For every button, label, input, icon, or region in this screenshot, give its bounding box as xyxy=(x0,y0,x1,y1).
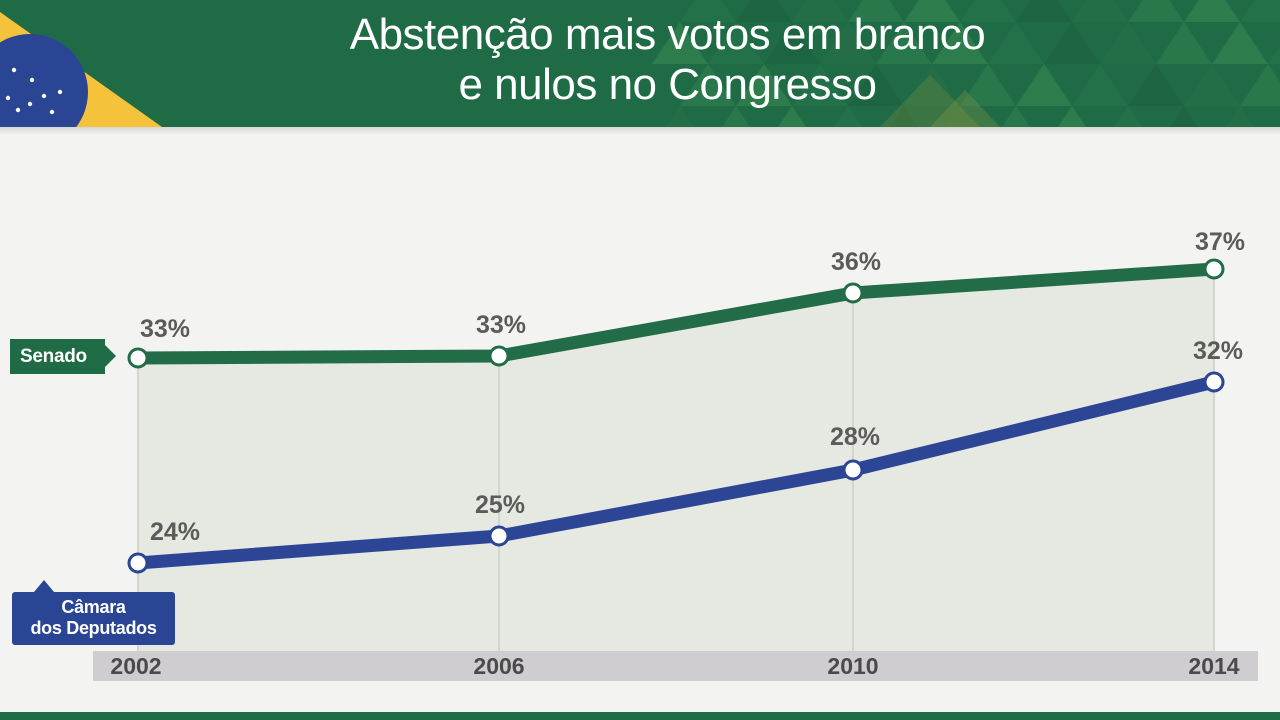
pattern-triangle xyxy=(820,22,876,64)
x-tick-label: 2010 xyxy=(827,653,878,679)
pattern-triangle xyxy=(1128,0,1184,22)
data-point-senado xyxy=(1203,258,1225,280)
pattern-triangle xyxy=(736,64,792,106)
pattern-triangle xyxy=(792,0,848,22)
pattern-triangle xyxy=(792,64,848,106)
pattern-triangle xyxy=(708,22,764,64)
pattern-triangle xyxy=(1240,64,1280,106)
series-line-senado xyxy=(131,262,1221,365)
pattern-triangle xyxy=(848,0,904,22)
pattern-triangle xyxy=(1016,0,1072,22)
data-label-camara: 24% xyxy=(150,518,200,546)
pattern-triangle xyxy=(1268,46,1280,64)
pattern-triangle xyxy=(666,106,694,127)
pattern-triangle xyxy=(1072,64,1128,106)
pattern-triangle xyxy=(736,0,792,22)
pattern-triangle xyxy=(880,75,980,127)
title-line-1: Abstenção mais votos em branco xyxy=(349,10,986,59)
pattern-triangle xyxy=(834,106,862,127)
pattern-triangle xyxy=(1016,64,1072,106)
pattern-triangle xyxy=(652,22,708,64)
flag-star xyxy=(57,89,63,95)
flag-globe xyxy=(0,34,88,127)
pattern-triangle xyxy=(960,64,1016,106)
series-label-senado: Senado xyxy=(10,339,116,374)
bottom-bar xyxy=(0,712,1280,720)
x-tick-label: 2014 xyxy=(1188,653,1239,679)
pattern-triangle xyxy=(1002,106,1030,127)
flag-star xyxy=(29,77,35,83)
flag-star xyxy=(41,93,47,99)
flag-star xyxy=(27,101,33,107)
data-point-camara xyxy=(1203,371,1225,393)
pattern-triangle xyxy=(946,106,974,127)
data-label-camara: 32% xyxy=(1193,337,1243,365)
data-label-senado: 37% xyxy=(1195,228,1245,256)
series-label-camara: Câmara dos Deputados xyxy=(12,580,175,645)
pattern-triangle xyxy=(1184,64,1240,106)
pattern-triangle xyxy=(930,90,1000,127)
pattern-triangle xyxy=(1114,106,1142,127)
data-label-camara: 28% xyxy=(830,423,880,451)
pattern-triangle xyxy=(848,64,904,106)
brazil-flag-icon xyxy=(0,12,162,127)
pattern-triangle xyxy=(1226,106,1254,127)
x-tick-label: 2002 xyxy=(110,653,161,679)
pattern-triangle xyxy=(1072,0,1128,22)
series-line-camara xyxy=(131,375,1221,570)
pattern-triangle xyxy=(1058,106,1086,127)
pattern-triangle xyxy=(1212,22,1268,64)
header-banner: Abstenção mais votos em branco e nulos n… xyxy=(0,0,1280,127)
x-axis-band xyxy=(93,651,1258,681)
flag-star xyxy=(11,67,17,73)
chart-title: Abstenção mais votos em branco e nulos n… xyxy=(0,10,1280,110)
pattern-triangle xyxy=(904,64,960,106)
flag-star xyxy=(49,109,55,115)
title-line-2: e nulos no Congresso xyxy=(458,60,877,109)
pattern-triangle xyxy=(932,22,988,64)
pattern-triangle xyxy=(876,22,932,64)
pattern-triangle xyxy=(988,22,1044,64)
camara-label-line-1: Câmara xyxy=(61,597,126,617)
triangle-pattern xyxy=(0,0,1280,127)
pattern-triangle xyxy=(722,106,750,127)
data-point-camara xyxy=(488,525,510,547)
header-shadow xyxy=(0,127,1280,135)
pattern-triangle xyxy=(1044,22,1100,64)
data-point-camara xyxy=(127,552,149,574)
pattern-triangle xyxy=(680,64,736,106)
data-point-senado xyxy=(842,282,864,304)
pattern-triangle xyxy=(904,0,960,22)
data-label-senado: 36% xyxy=(831,248,881,276)
data-label-camara: 25% xyxy=(475,491,525,519)
data-point-senado xyxy=(127,347,149,369)
data-point-camara xyxy=(842,459,864,481)
data-point-senado xyxy=(488,345,510,367)
data-label-senado: 33% xyxy=(140,315,190,343)
x-tick-label: 2006 xyxy=(473,653,524,679)
data-label-senado: 33% xyxy=(476,311,526,339)
camara-label-line-2: dos Deputados xyxy=(30,618,157,638)
pattern-triangle xyxy=(1100,22,1156,64)
pattern-triangle xyxy=(778,106,806,127)
pattern-triangle xyxy=(764,22,820,64)
chart-area xyxy=(138,269,1214,651)
pattern-triangle xyxy=(890,106,918,127)
pattern-triangle xyxy=(1170,106,1198,127)
pattern-triangle xyxy=(960,0,1016,22)
flag-star xyxy=(15,107,21,113)
flag-star xyxy=(5,95,11,101)
pattern-triangle xyxy=(1240,0,1280,22)
pattern-triangle xyxy=(1128,64,1184,106)
pattern-triangle xyxy=(680,0,736,22)
pattern-triangle xyxy=(1184,0,1240,22)
pattern-triangle xyxy=(1156,22,1212,64)
